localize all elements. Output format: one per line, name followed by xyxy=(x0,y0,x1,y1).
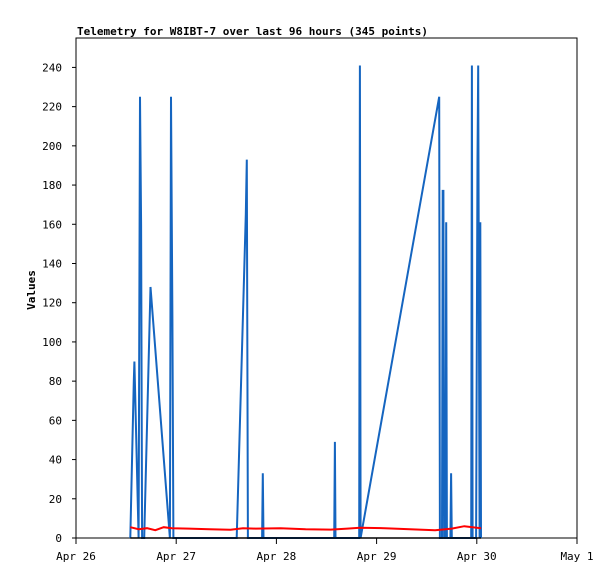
y-tick-label: 120 xyxy=(42,297,62,310)
y-tick-label: 100 xyxy=(42,336,62,349)
y-tick-label: 0 xyxy=(55,532,62,545)
y-tick-label: 80 xyxy=(49,375,62,388)
y-axis: 0 20 40 60 80 100 120 140 160 180 200 220 240 xyxy=(42,61,76,545)
y-tick-label: 220 xyxy=(42,101,62,114)
y-tick-label: 60 xyxy=(49,414,62,427)
x-tick-label: Apr 28 xyxy=(257,550,297,563)
y-tick-label: 180 xyxy=(42,179,62,192)
y-tick-label: 160 xyxy=(42,218,62,231)
chart-title: Telemetry for W8IBT-7 over last 96 hours… xyxy=(77,25,428,38)
y-tick-label: 240 xyxy=(42,61,62,74)
series-line-0 xyxy=(129,65,482,539)
plot-area xyxy=(75,37,578,539)
x-axis: Apr 26 Apr 27 Apr 28 Apr 29 Apr 30 May 1 xyxy=(56,538,594,563)
y-tick-label: 200 xyxy=(42,140,62,153)
x-tick-label: Apr 27 xyxy=(156,550,196,563)
y-tick-label: 20 xyxy=(49,493,62,506)
x-tick-label: Apr 30 xyxy=(457,550,497,563)
y-tick-label: 140 xyxy=(42,257,62,270)
x-tick-label: May 1 xyxy=(560,550,593,563)
x-tick-label: Apr 26 xyxy=(56,550,96,563)
series-layer xyxy=(129,65,482,539)
x-tick-label: Apr 29 xyxy=(357,550,397,563)
y-axis-title: Values xyxy=(25,270,38,310)
y-tick-label: 40 xyxy=(49,454,62,467)
series-line-1 xyxy=(130,525,482,532)
